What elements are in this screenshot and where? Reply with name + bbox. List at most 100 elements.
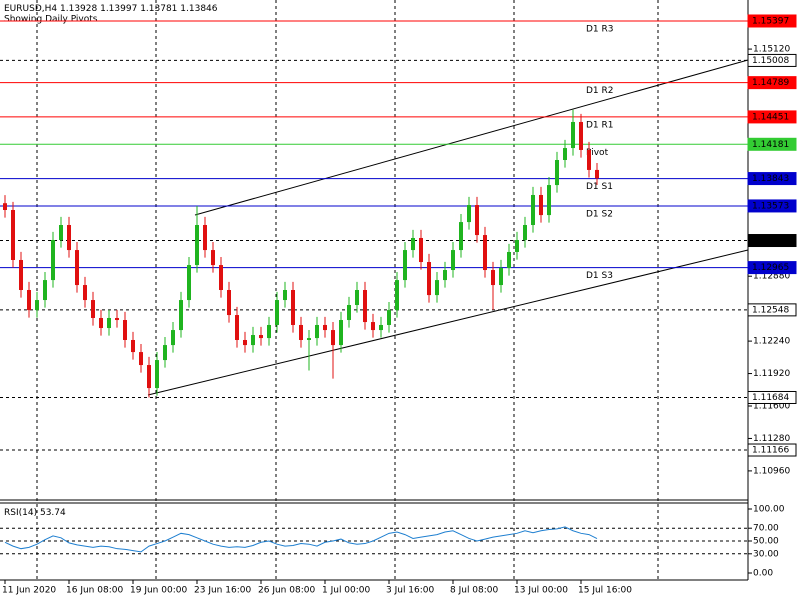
candle-body	[35, 300, 39, 311]
x-tick-label: 23 Jun 16:00	[194, 586, 251, 596]
level-price-box	[747, 390, 797, 404]
level-price-box	[747, 443, 797, 457]
x-tick-label: 1 Jul 00:00	[322, 586, 371, 596]
level-price-label: 1.15397	[752, 16, 789, 26]
candle-body	[243, 339, 247, 346]
level-price-box	[747, 76, 797, 90]
candle-body	[443, 270, 447, 281]
candle-body	[563, 148, 567, 161]
level-price-box	[747, 172, 797, 186]
level-price-label: 1.11684	[752, 393, 789, 403]
candle-body	[195, 225, 199, 266]
candle-body	[291, 290, 295, 325]
level-name: D1 R2	[586, 86, 614, 96]
candle-body	[531, 194, 535, 226]
candle-body	[307, 338, 311, 340]
y-tick-label: 1.12240	[753, 337, 790, 347]
candle-body	[315, 324, 319, 339]
y-tick-label: 1.15120	[753, 45, 790, 55]
x-tick-label: 16 Jun 08:00	[66, 586, 123, 596]
level-price-box	[747, 234, 797, 248]
candle-body	[459, 222, 463, 251]
candle-body	[139, 352, 143, 366]
candle-body	[131, 339, 135, 353]
rsi-tick-label: 50.00	[753, 537, 779, 547]
y-tick-label: 1.11600	[753, 402, 790, 412]
level-name: Pivot	[586, 148, 609, 158]
level-price-label: 1.14789	[752, 78, 789, 88]
level-price-label: 1.11166	[752, 446, 789, 456]
trend-line	[194, 59, 749, 216]
candle-body	[451, 250, 455, 271]
candle-body	[547, 185, 551, 216]
candle-body	[75, 250, 79, 286]
x-tick-label: 19 Jun 00:00	[130, 586, 187, 596]
candle-body	[43, 280, 47, 301]
candle-body	[235, 315, 239, 340]
level-name: D1 R3	[586, 24, 614, 34]
rsi-tick-label: 70.00	[753, 524, 779, 534]
candle-body	[27, 290, 31, 311]
candle-body	[539, 194, 543, 216]
level-price-box	[747, 137, 797, 151]
candle-body	[19, 259, 23, 291]
candle-body	[579, 121, 583, 150]
candle-body	[355, 290, 359, 306]
candle-body	[155, 360, 159, 389]
candle-body	[395, 280, 399, 311]
candle-body	[403, 250, 407, 281]
candle-body	[523, 225, 527, 241]
candle-body	[203, 225, 207, 251]
candle-body	[379, 324, 383, 331]
level-name: D1 S1	[586, 182, 613, 192]
candle-body	[499, 267, 503, 286]
candle-body	[483, 235, 487, 271]
candle-body	[571, 121, 575, 149]
candle-body	[163, 345, 167, 361]
candle-body	[115, 317, 119, 321]
rsi-title: RSI(14) 53.74	[4, 508, 66, 518]
x-tick-label: 26 Jun 08:00	[258, 586, 315, 596]
level-price-label: 1.12548	[752, 305, 789, 315]
chart-subtitle: Showing Daily Pivots	[4, 15, 98, 25]
y-tick-label: 1.12880	[753, 272, 790, 282]
candle-body	[3, 203, 7, 210]
rsi-tick-label: 30.00	[753, 549, 779, 559]
candle-body	[427, 262, 431, 296]
candle-body	[267, 324, 271, 339]
candle-body	[347, 305, 351, 321]
level-price-label: 1.13573	[752, 201, 789, 211]
candle-body	[147, 365, 151, 389]
candle-body	[123, 320, 127, 340]
rsi-tick-label: 100.00	[753, 505, 785, 515]
candle-body	[507, 251, 511, 268]
candle-body	[91, 300, 95, 318]
candle-body	[419, 237, 423, 263]
x-tick-label: 11 Jun 2020	[2, 586, 56, 596]
candle-body	[51, 240, 55, 281]
candle-body	[211, 250, 215, 266]
candle-body	[595, 169, 599, 179]
x-tick-label: 3 Jul 16:00	[386, 586, 435, 596]
candle-body	[187, 265, 191, 301]
candle-body	[107, 317, 111, 329]
x-tick-label: 15 Jul 16:00	[578, 586, 632, 596]
rsi-tick-label: 0.00	[753, 569, 773, 579]
level-name: D1 S2	[586, 209, 613, 219]
candle-body	[587, 149, 591, 170]
candle-body	[371, 322, 375, 331]
candle-body	[83, 285, 87, 301]
candle-body	[11, 209, 15, 260]
y-tick-label: 1.10960	[753, 466, 790, 476]
trend-line	[147, 249, 749, 396]
candle-body	[363, 290, 367, 323]
candle-body	[171, 330, 175, 346]
candle-body	[99, 317, 103, 329]
candle-body	[219, 265, 223, 291]
candle-body	[67, 225, 71, 251]
candle-body	[475, 205, 479, 236]
candle-body	[259, 335, 263, 339]
x-tick-label: 13 Jul 00:00	[514, 586, 568, 596]
candle-body	[251, 335, 255, 346]
